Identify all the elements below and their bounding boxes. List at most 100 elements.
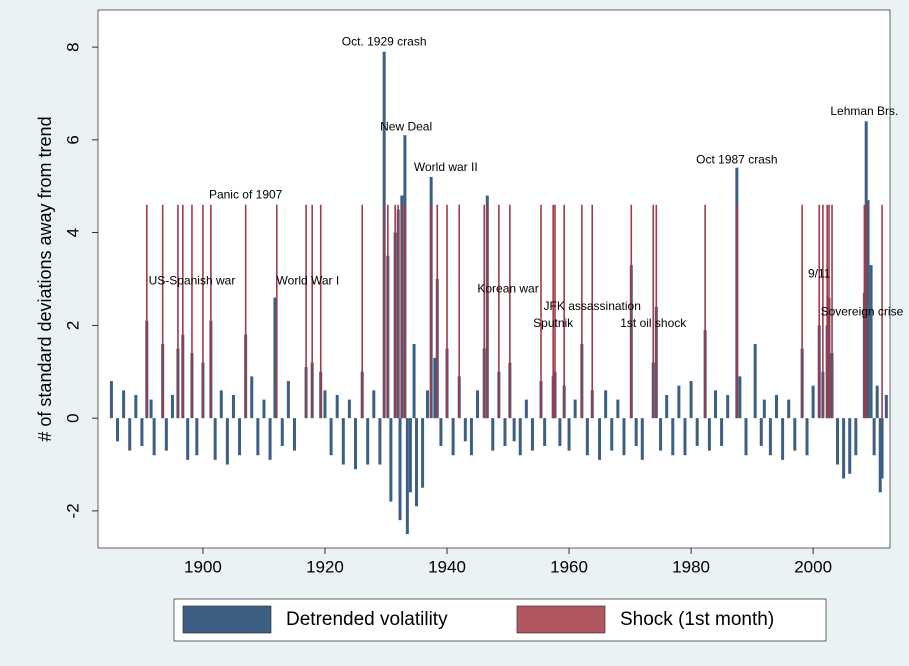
shock-line <box>554 204 556 419</box>
volatility-bar <box>616 399 620 419</box>
volatility-bar <box>463 418 467 442</box>
volatility-bar <box>805 418 809 456</box>
annotation: 9/11 <box>808 267 831 281</box>
x-tick-label: 1980 <box>672 557 710 576</box>
annotation: New Deal <box>380 120 432 134</box>
volatility-bar <box>329 418 333 456</box>
volatility-bar <box>116 418 120 442</box>
shock-line <box>383 204 385 419</box>
shock-line <box>655 204 658 419</box>
shock-line <box>361 204 364 419</box>
volatility-bar <box>524 399 528 419</box>
volatility-bar <box>848 418 852 474</box>
volatility-bar <box>842 418 846 479</box>
volatility-bar <box>683 418 687 456</box>
volatility-bar <box>775 394 779 419</box>
volatility-bar <box>195 418 199 456</box>
volatility-bar <box>405 418 409 535</box>
volatility-bar <box>604 390 608 419</box>
shock-line <box>509 204 511 419</box>
shock-line <box>881 204 883 419</box>
shock-line <box>831 204 833 419</box>
shock-line <box>177 204 179 419</box>
y-tick-label: 0 <box>63 413 82 422</box>
shock-line <box>210 204 212 419</box>
volatility-bar <box>573 399 577 419</box>
shock-line <box>818 204 821 419</box>
annotation: Oct. 1929 crash <box>342 35 427 49</box>
shock-line <box>275 204 278 419</box>
annotation: Korean war <box>477 281 538 295</box>
plot-area <box>97 9 891 549</box>
shock-line <box>704 204 706 419</box>
shock-line <box>486 204 489 419</box>
volatility-bar <box>273 297 277 419</box>
volatility-bar <box>610 418 614 451</box>
volatility-bar <box>186 418 190 460</box>
shock-line <box>552 204 554 419</box>
volatility-bar <box>558 418 562 446</box>
shock-line <box>305 204 307 419</box>
shock-line <box>630 204 633 419</box>
shock-line <box>311 204 313 419</box>
shock-line <box>446 204 448 419</box>
volatility-bar <box>433 357 437 419</box>
volatility-bar <box>476 390 480 419</box>
volatility-bar <box>872 418 876 456</box>
volatility-bar <box>491 418 495 451</box>
shock-line <box>581 204 583 419</box>
volatility-bar <box>753 343 757 419</box>
volatility-bar <box>880 418 884 479</box>
shock-line <box>826 204 828 419</box>
shock-line <box>191 204 193 419</box>
legend-swatch <box>182 605 272 634</box>
volatility-bar <box>353 418 357 470</box>
volatility-bar <box>122 390 126 419</box>
volatility-bar <box>869 265 873 419</box>
volatility-bar <box>640 418 644 460</box>
annotation: US-Spanish war <box>149 273 236 287</box>
shock-line <box>591 204 594 419</box>
shock-line <box>863 204 866 419</box>
shock-line <box>182 204 184 419</box>
volatility-bar <box>128 418 132 451</box>
volatility-bar <box>762 399 766 419</box>
annotation: World war II <box>414 160 478 174</box>
volatility-bar <box>421 418 425 488</box>
volatility-bar <box>231 394 235 419</box>
volatility-bar <box>671 418 675 456</box>
volatility-bar <box>744 418 748 456</box>
y-tick-label: -2 <box>63 503 82 518</box>
volatility-bar <box>347 399 351 419</box>
volatility-bar <box>366 418 370 465</box>
volatility-bar <box>530 418 534 451</box>
volatility-bar <box>875 385 879 419</box>
volatility-bar <box>219 390 223 419</box>
volatility-bar <box>170 394 174 419</box>
volatility-bar <box>262 399 266 419</box>
volatility-bar <box>695 418 699 446</box>
volatility-bar <box>425 390 429 419</box>
shock-line <box>801 204 803 419</box>
volatility-bar <box>598 418 602 460</box>
volatility-bar <box>280 418 284 446</box>
volatility-bar <box>634 418 638 446</box>
volatility-bar <box>713 390 717 419</box>
annotation: Sovereign crise <box>821 305 904 319</box>
shock-line <box>436 204 439 419</box>
volatility-bar <box>707 418 711 451</box>
volatility-bar <box>149 399 153 419</box>
y-axis-title: # of standard deviations away from trend <box>35 116 55 441</box>
x-tick-label: 1960 <box>550 557 588 576</box>
volatility-bar <box>323 390 327 419</box>
volatility-bar <box>543 418 547 446</box>
shock-line <box>387 204 389 419</box>
annotation: JFK assassination <box>544 299 641 313</box>
volatility-bar <box>768 418 772 456</box>
volatility-bar <box>341 418 345 465</box>
y-tick-label: 4 <box>63 228 82 237</box>
x-tick-label: 1900 <box>184 557 222 576</box>
volatility-bar <box>720 418 724 446</box>
shock-line <box>161 204 164 419</box>
